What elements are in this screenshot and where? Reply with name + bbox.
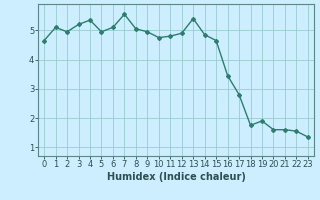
X-axis label: Humidex (Indice chaleur): Humidex (Indice chaleur) bbox=[107, 172, 245, 182]
